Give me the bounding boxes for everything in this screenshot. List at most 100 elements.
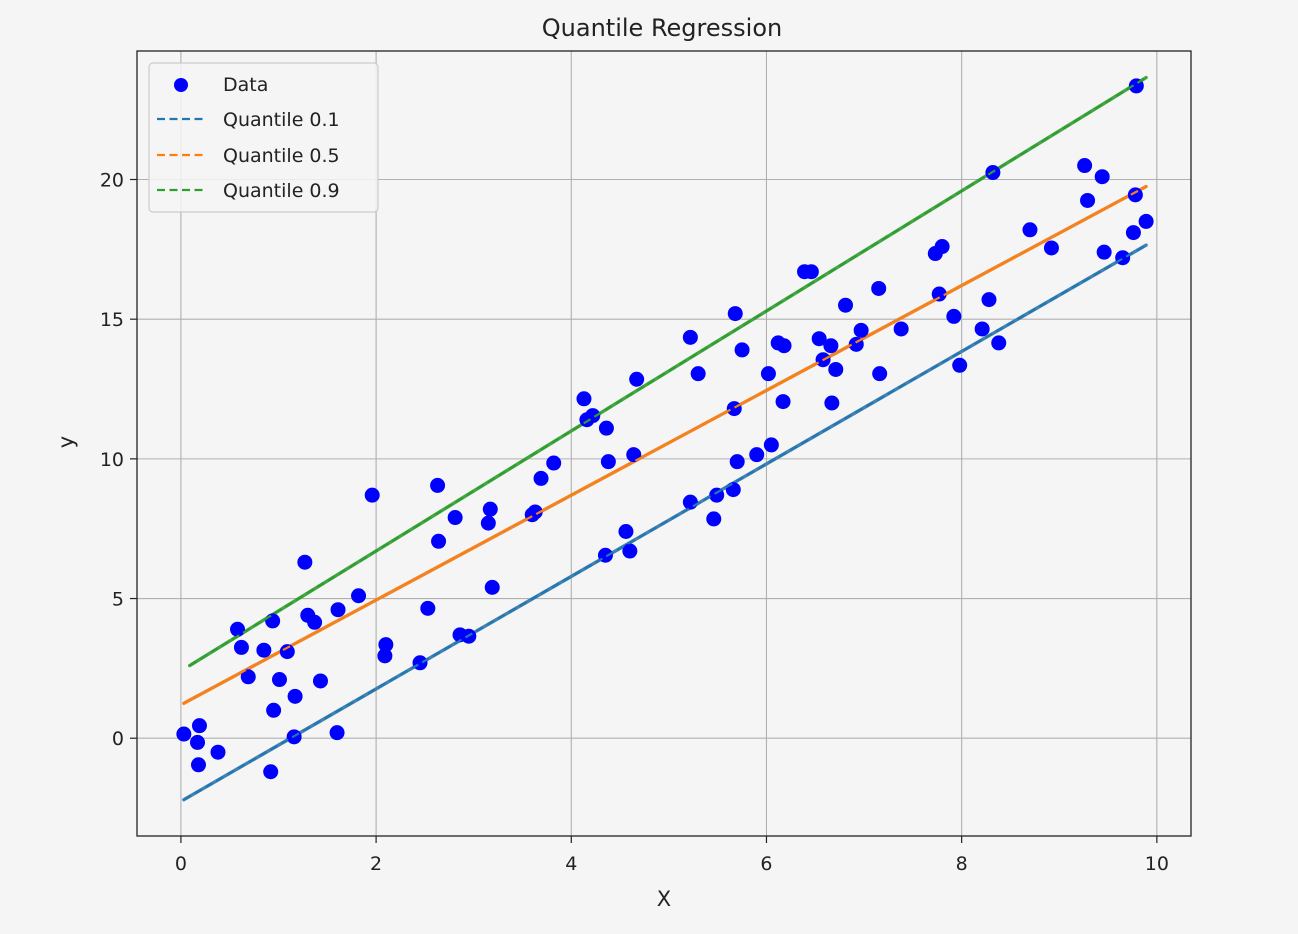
data-point [838, 297, 854, 313]
quantile-line [183, 185, 1147, 705]
data-point [709, 487, 725, 503]
data-point [230, 621, 246, 637]
data-point [287, 688, 303, 704]
y-tick-label: 10 [100, 449, 124, 471]
legend: Data Quantile 0.1 Quantile 0.5 Quantile … [148, 62, 379, 213]
data-point [576, 391, 592, 407]
data-point [682, 494, 698, 510]
data-point [312, 673, 328, 689]
data-point [1096, 244, 1112, 260]
data-point [210, 744, 226, 760]
data-point [1127, 187, 1143, 203]
data-point [1077, 158, 1093, 174]
data-point [329, 725, 345, 741]
data-point [872, 366, 888, 382]
data-point [482, 501, 498, 517]
data-point [233, 639, 249, 655]
plot-frame [136, 50, 1192, 837]
data-point [266, 702, 282, 718]
data-point [240, 669, 256, 685]
y-tick-label: 5 [112, 589, 124, 611]
data-point [533, 470, 549, 486]
data-point [191, 718, 207, 734]
x-tick-label: 2 [370, 853, 382, 875]
data-point [1022, 222, 1038, 238]
y-axis-label: y [54, 436, 78, 448]
y-tick-label: 20 [100, 170, 124, 192]
data-point [893, 321, 909, 337]
data-point [725, 482, 741, 498]
data-point [946, 308, 962, 324]
legend-label-q09: Quantile 0.9 [223, 180, 340, 202]
legend-marker-data [174, 78, 188, 92]
data-point [690, 366, 706, 382]
x-tick-label: 10 [1145, 853, 1169, 875]
data-point [727, 306, 743, 322]
data-point [1125, 225, 1141, 241]
data-point [629, 371, 645, 387]
data-point [682, 329, 698, 345]
data-point [726, 401, 742, 417]
data-point [1043, 240, 1059, 256]
quantile-lines [183, 76, 1147, 801]
data-point [190, 757, 206, 773]
data-point [297, 554, 313, 570]
data-point [803, 264, 819, 280]
legend-label-q01: Quantile 0.1 [223, 109, 340, 131]
x-tick-label: 0 [175, 853, 187, 875]
data-point [776, 338, 792, 354]
data-point [934, 239, 950, 255]
data-point [412, 655, 428, 671]
data-point [351, 588, 367, 604]
data-point [823, 338, 839, 354]
x-tick-label: 8 [956, 853, 968, 875]
x-axis-label: X [657, 887, 671, 911]
legend-label-q05: Quantile 0.5 [223, 145, 340, 167]
data-point [618, 523, 634, 539]
data-point [824, 395, 840, 411]
chart-title: Quantile Regression [542, 14, 782, 42]
quantile-line [183, 244, 1147, 801]
y-tick-label: 0 [112, 728, 124, 750]
data-point [749, 447, 765, 463]
data-point [431, 533, 447, 549]
data-point [991, 335, 1007, 351]
data-point [190, 734, 206, 750]
data-point [307, 614, 323, 630]
data-point [622, 543, 638, 559]
x-axis-ticks: 0 2 4 6 8 10 [175, 836, 1169, 875]
data-point [1138, 213, 1154, 229]
data-point [271, 672, 287, 688]
data-point [256, 642, 272, 658]
data-point [1094, 169, 1110, 185]
data-point [931, 286, 947, 302]
data-point [378, 637, 394, 653]
data-point [176, 726, 192, 742]
data-point [364, 487, 380, 503]
data-point [853, 322, 869, 338]
data-point [760, 366, 776, 382]
data-point [330, 602, 346, 618]
y-tick-label: 15 [100, 309, 124, 331]
data-point [811, 331, 827, 347]
data-point [734, 342, 750, 358]
x-tick-label: 4 [565, 853, 577, 875]
legend-box [148, 62, 379, 213]
data-point [763, 437, 779, 453]
data-point [377, 648, 393, 664]
data-point [263, 764, 279, 780]
data-point [981, 292, 997, 308]
data-point [447, 510, 463, 526]
data-point [775, 394, 791, 410]
y-axis-ticks: 0 5 10 15 20 [100, 170, 137, 750]
data-point [430, 477, 446, 493]
legend-label-data: Data [223, 74, 268, 96]
data-point [952, 357, 968, 373]
data-point [974, 321, 990, 337]
x-tick-label: 6 [760, 853, 772, 875]
data-point [265, 613, 281, 629]
data-point [598, 420, 614, 436]
data-point [706, 511, 722, 527]
